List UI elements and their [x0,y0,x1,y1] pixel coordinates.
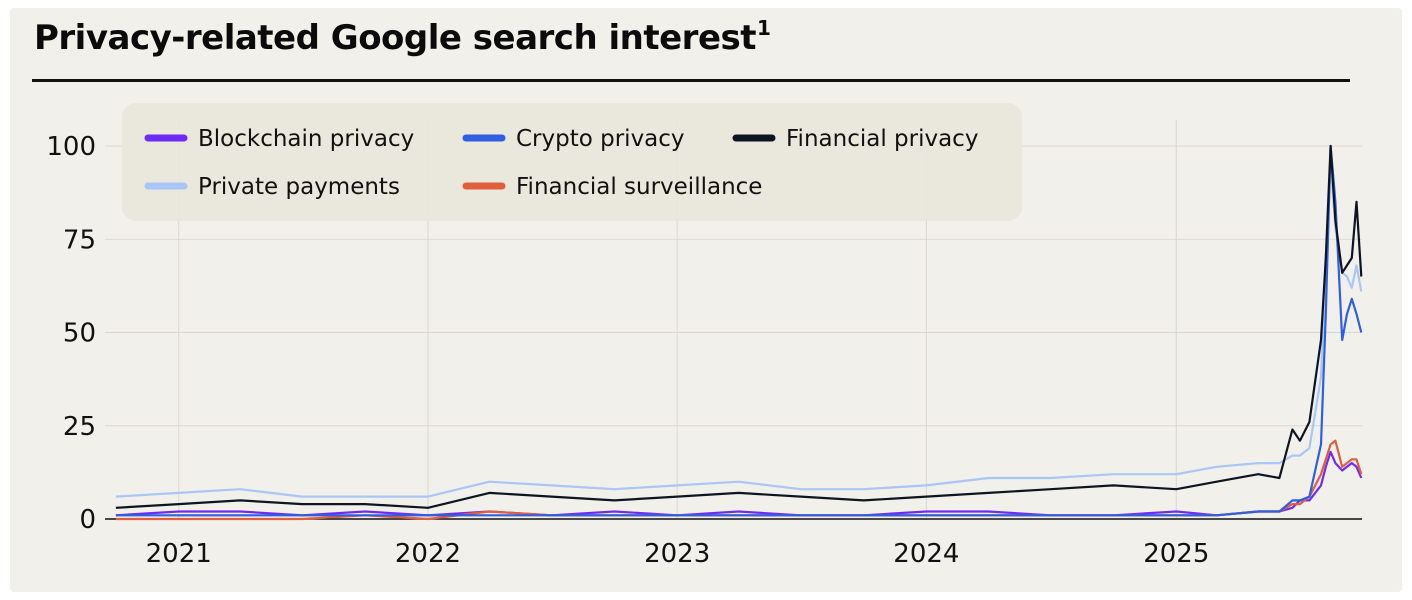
legend-label: Blockchain privacy [198,126,414,152]
x-tick-label: 2024 [893,539,959,569]
legend: Blockchain privacy Crypto privacy Financia… [122,103,1022,221]
x-tick-label: 2023 [644,539,710,569]
legend-box [122,103,1022,221]
x-tick-label: 2021 [146,539,212,569]
y-tick-label: 0 [79,505,96,535]
title-footnote-marker: 1 [757,16,771,40]
legend-label: Crypto privacy [516,126,685,152]
chart-title: Privacy-related Google search interest1 [34,16,771,58]
series-line-blockchain-privacy [115,450,1363,517]
title-divider [32,79,1350,82]
x-tick-label: 2025 [1143,539,1209,569]
x-tick-label: 2022 [395,539,461,569]
series-lines [115,144,1363,521]
chart-title-text: Privacy-related Google search interest [34,18,757,58]
y-tick-label: 75 [63,225,96,255]
legend-label: Private payments [198,174,400,200]
y-tick-label: 100 [46,132,96,162]
series-line-financial-surveillance [115,439,1363,521]
legend-label: Financial privacy [786,126,978,152]
y-tick-label: 50 [63,319,96,349]
y-tick-label: 25 [63,412,96,442]
series-line-financial-privacy [115,144,1363,509]
legend-label: Financial surveillance [516,174,762,200]
